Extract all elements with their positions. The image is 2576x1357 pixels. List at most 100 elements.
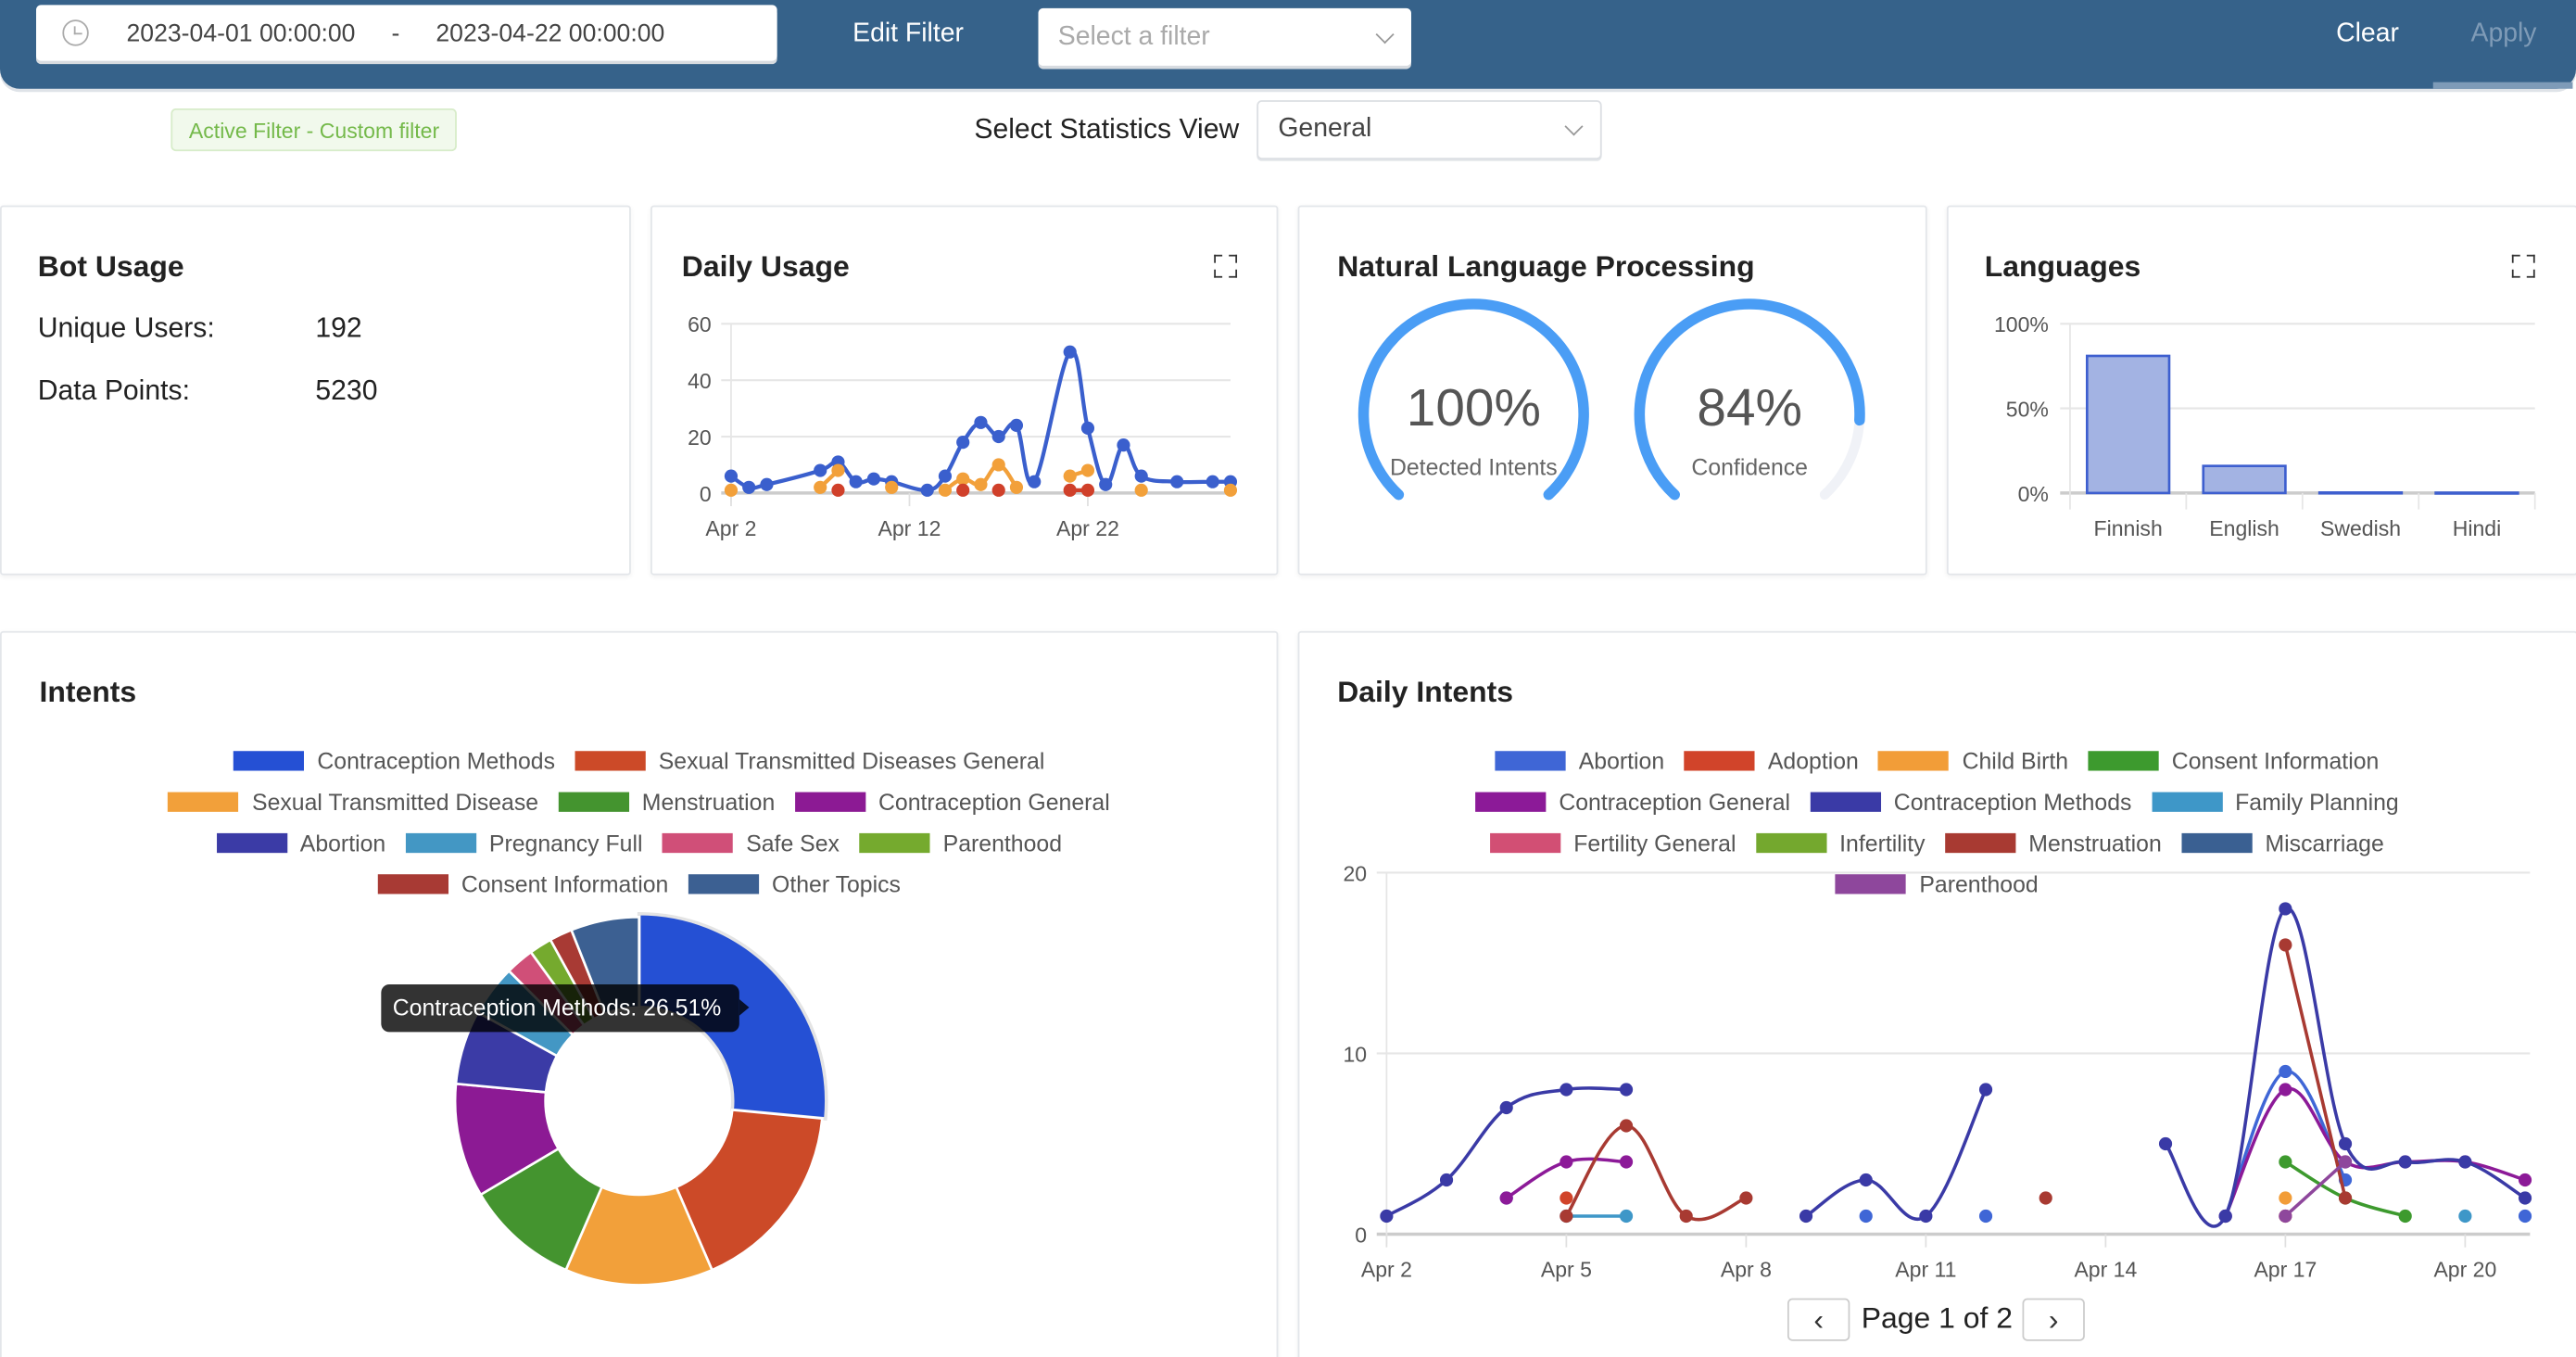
legend-item[interactable]: Consent Information [2088,746,2379,776]
data-point [724,469,739,483]
data-point [1619,1119,1634,1133]
data-point [1559,1209,1573,1224]
unique-users-value: 192 [315,311,362,344]
legend-item[interactable]: Family Planning [2151,787,2399,817]
bar [2202,464,2287,495]
expand-icon[interactable] [1214,254,1238,278]
card-title: Bot Usage [37,249,184,283]
legend-item[interactable]: Contraception General [1474,787,1791,817]
legend-label: Contraception General [1559,789,1791,816]
y-tick-label: 0% [2018,482,2049,506]
languages-card: Languages [1946,205,2576,576]
legend-item[interactable]: Fertility General [1489,829,1736,858]
filter-select-placeholder: Select a filter [1057,21,1210,51]
data-point [2338,1191,2353,1205]
data-point [1080,483,1095,497]
next-page-button[interactable]: › [2022,1298,2085,1341]
legend-label: Contraception Methods [317,747,556,775]
legend-item[interactable]: Miscarriage [2181,829,2384,858]
legend-item[interactable]: Consent Information [377,869,668,899]
data-point [866,472,881,486]
y-tick-label: 20 [1343,861,1367,885]
data-point [2158,1136,2173,1151]
gauge-value: 84% [1697,377,1802,438]
data-point [991,458,1005,472]
data-point [1619,1209,1634,1224]
data-point [849,475,863,488]
active-filter-badge: Active Filter - Custom filter [170,108,458,152]
data-point [1206,475,1219,488]
legend-item[interactable]: Contraception Methods [1810,787,2131,817]
legend-item[interactable]: Other Topics [688,869,901,899]
legend-label: Fertility General [1573,830,1736,856]
legend-label: Contraception Methods [1893,789,2132,816]
edit-filter-button[interactable]: Edit Filter [852,19,964,48]
gauge-value: 100% [1406,377,1541,438]
chevron-left-icon: ‹ [1813,1302,1824,1336]
legend-item[interactable]: Child Birth [1878,746,2068,776]
daily-intents-legend: Abortion Adoption Child Birth Consent Infor… [1370,746,2504,899]
legend-item[interactable]: Sexual Transmitted Disease [168,787,538,817]
legend-item[interactable]: Contraception Methods [233,746,556,776]
stats-view-select[interactable]: General [1256,100,1602,159]
legend-item[interactable]: Menstruation [1944,829,2162,858]
data-point [1009,418,1024,432]
data-point [1499,1191,1513,1205]
data-point [2218,1209,2232,1224]
legend-label: Family Planning [2235,789,2399,816]
legend-swatch [558,792,629,812]
data-point [2518,1209,2532,1224]
legend-swatch [216,832,287,854]
legend-swatch [1474,792,1547,812]
legend-item[interactable]: Infertility [1755,829,1926,858]
data-point [1499,1100,1513,1115]
apply-button[interactable]: Apply [2470,19,2537,48]
legend-swatch [2151,792,2222,812]
legend-swatch [1684,751,1755,771]
data-point [938,469,953,483]
data-point [2279,902,2292,916]
chevron-right-icon: › [2048,1302,2059,1336]
legend-swatch [1755,832,1826,854]
date-range-picker[interactable]: 2023-04-01 00:00:00 - 2023-04-22 00:00:0… [36,5,777,61]
filter-select[interactable]: Select a filter [1038,7,1411,66]
legend-swatch [233,751,305,771]
y-tick-label: 20 [688,425,712,450]
expand-icon[interactable] [2511,254,2535,278]
legend-label: Consent Information [2171,747,2380,775]
data-point [956,436,970,450]
legend-item[interactable]: Sexual Transmitted Diseases General [575,746,1044,776]
legend-item[interactable]: Abortion [1495,746,1664,776]
data-point [885,480,899,494]
legend-item[interactable]: Abortion [216,829,385,858]
data-point [831,483,845,497]
clock-icon [62,19,89,46]
x-tick-label: Hindi [2453,516,2501,540]
date-to[interactable]: 2023-04-22 00:00:00 [436,19,665,47]
data-point [1619,1155,1634,1169]
data-point [1739,1191,1753,1205]
bar [2085,354,2171,495]
data-point [1063,469,1077,483]
legend-item[interactable]: Contraception General [794,787,1110,817]
legend-item[interactable]: Parenthood [1835,869,2039,899]
legend-item[interactable]: Parenthood [859,829,1062,858]
clear-button[interactable]: Clear [2336,19,2399,48]
legend-swatch [1495,751,1566,771]
legend-item[interactable]: Adoption [1684,746,1859,776]
data-point [1439,1173,1454,1187]
legend-item[interactable]: Menstruation [558,787,775,817]
previous-page-button[interactable]: ‹ [1787,1298,1850,1341]
legend-swatch [2088,751,2159,771]
legend-label: Sexual Transmitted Diseases General [658,747,1045,775]
date-separator: - [391,19,400,47]
legend-item[interactable]: Safe Sex [662,829,840,858]
gauge-label: Confidence [1691,453,1808,480]
legend-item[interactable]: Pregnancy Full [405,829,643,858]
legend-label: Abortion [299,830,386,856]
data-point [1978,1083,1993,1097]
legend-label: Menstruation [641,789,776,816]
date-from[interactable]: 2023-04-01 00:00:00 [126,19,356,47]
data-point [1028,475,1042,488]
